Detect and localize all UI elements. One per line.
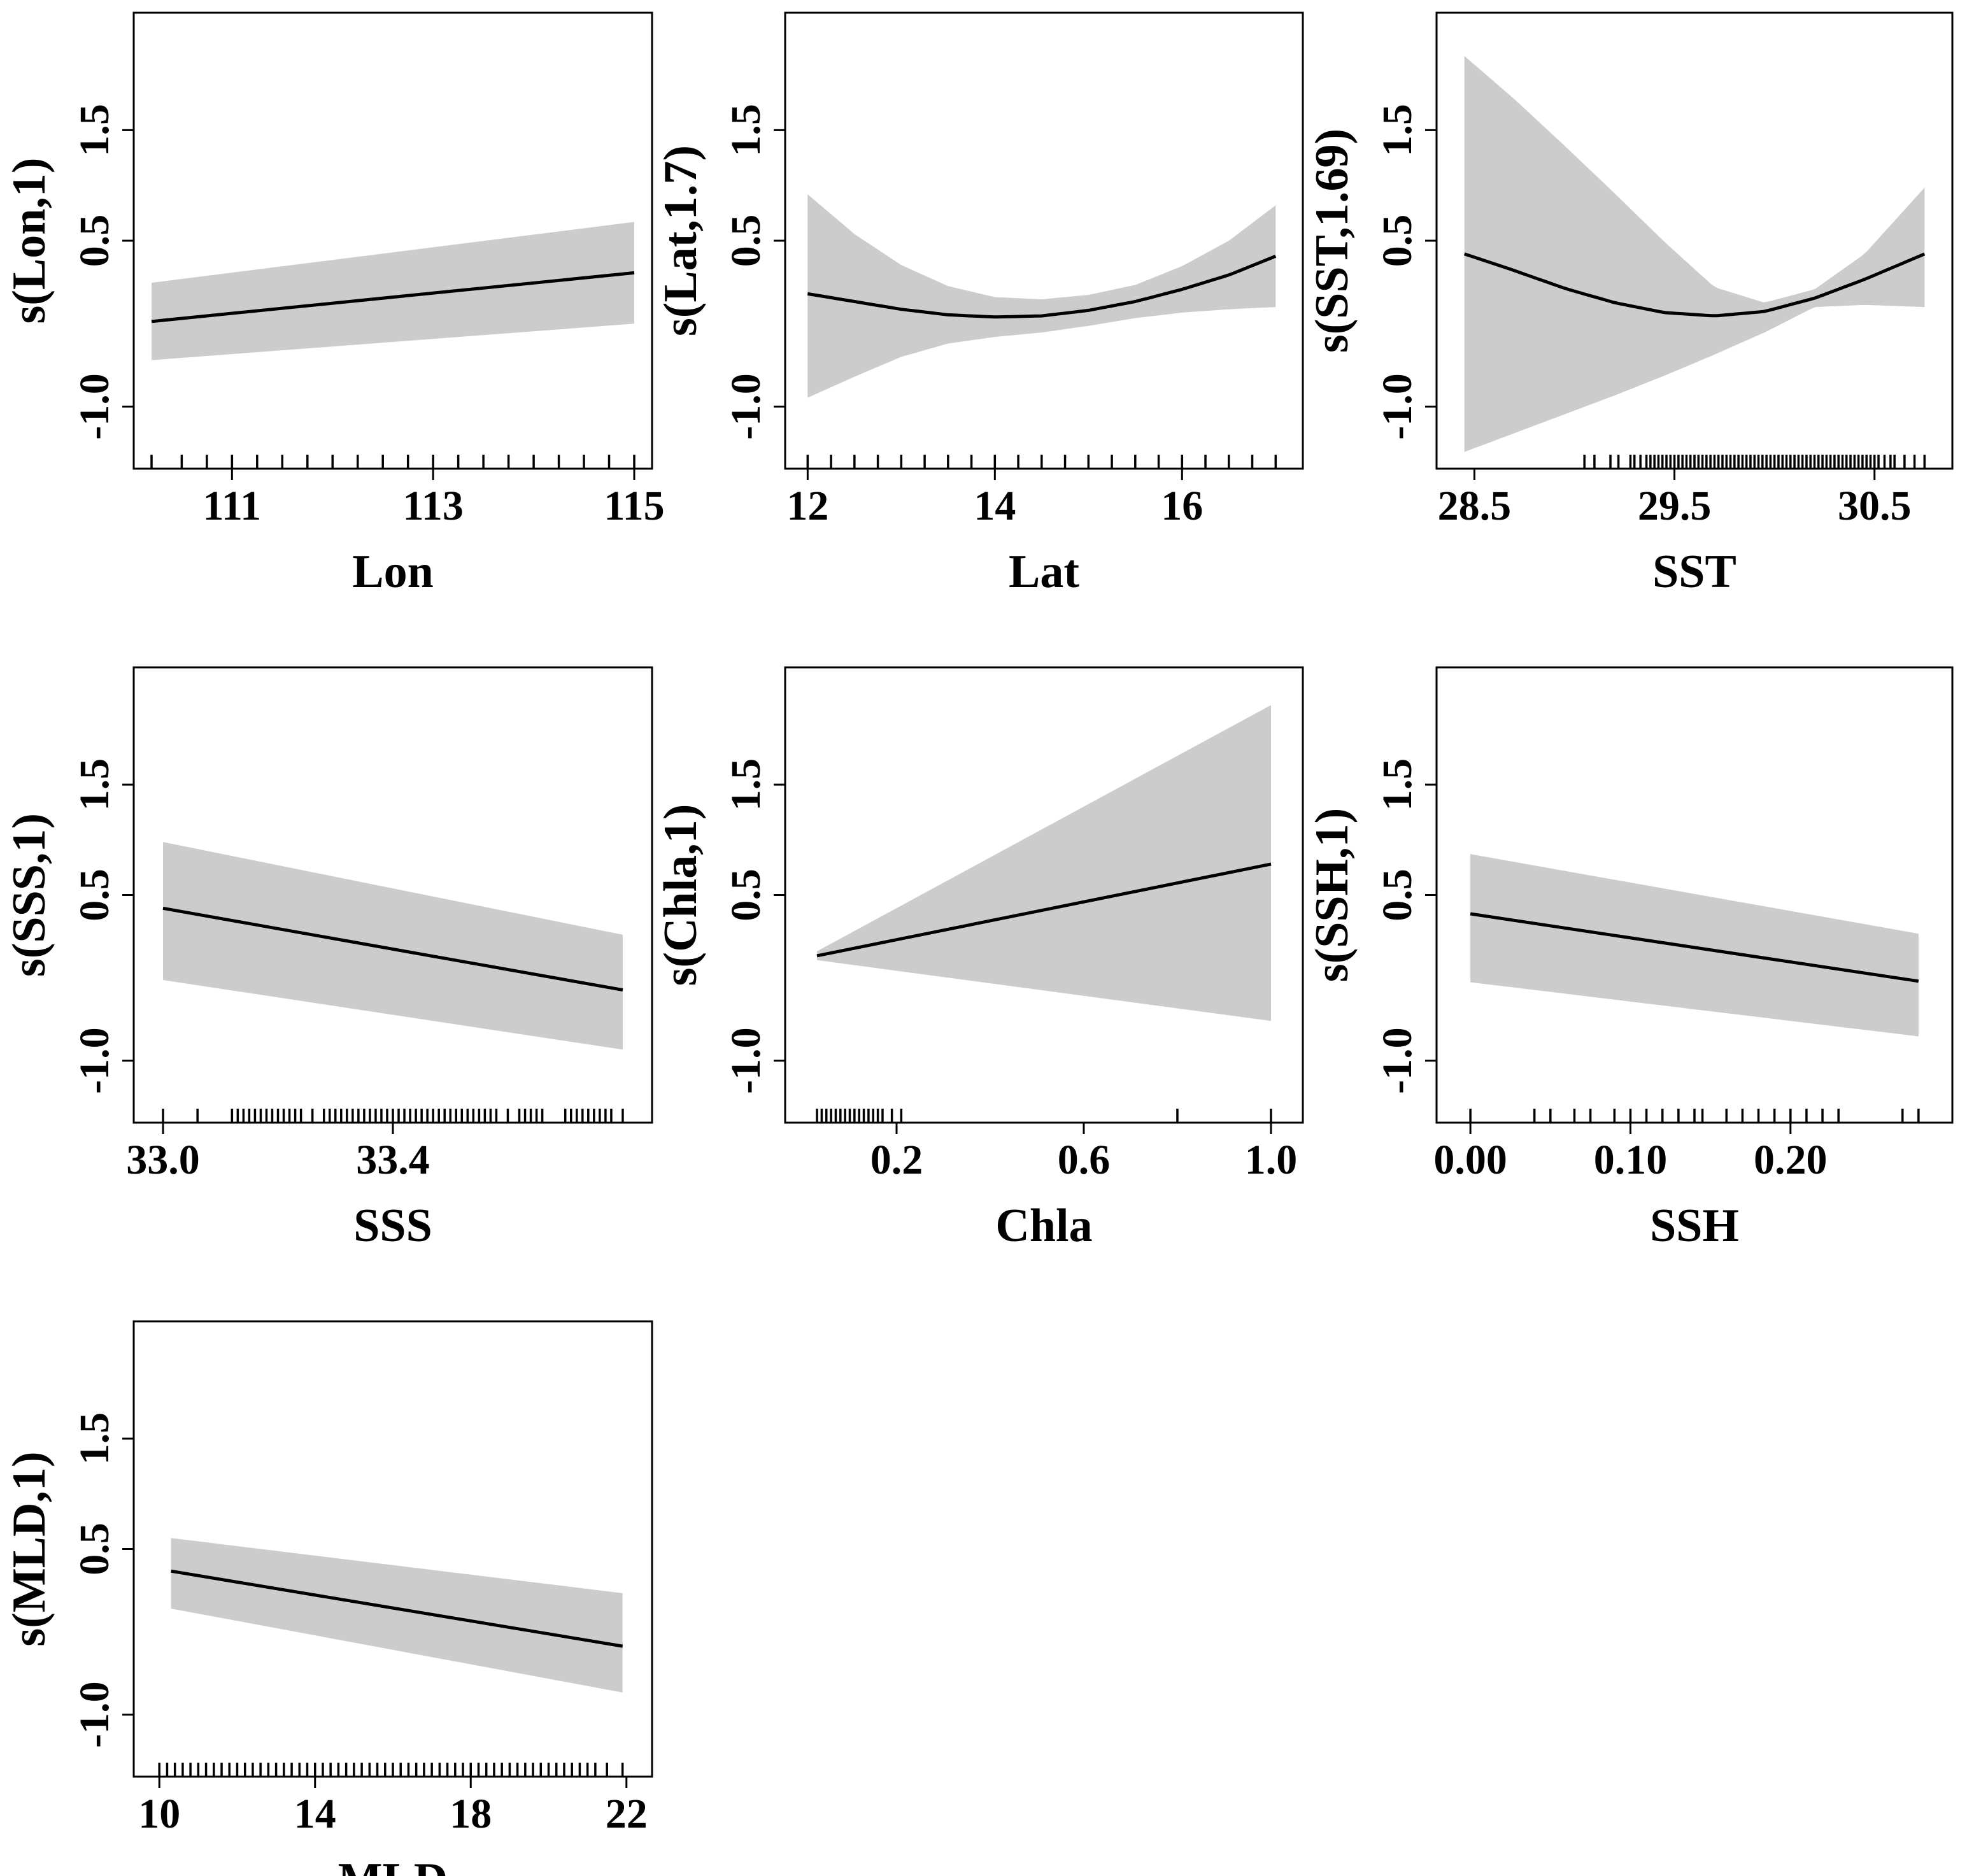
x-tick-label: 0.2 [870, 1137, 923, 1183]
x-tick-label: 0.10 [1594, 1137, 1668, 1183]
y-tick-label: 1.5 [71, 758, 118, 811]
panel-lat: 12 14 16 -1.0 0.5 1.5 Lat s(Lat,1.7) [655, 11, 1304, 598]
y-axis-title: s(Chla,1) [655, 804, 707, 986]
x-axis-title: Lat [1009, 546, 1079, 598]
x-tick-label: 14 [294, 1791, 336, 1837]
panel-mld: 10 14 18 22 -1.0 0.5 1.5 MLD s(MLD,1) [3, 1320, 653, 1876]
x-tick-label: 29.5 [1638, 483, 1712, 529]
y-tick-label: 0.5 [71, 869, 118, 921]
y-tick-label: -1.0 [71, 1681, 118, 1747]
confidence-band [807, 194, 1276, 398]
panel-lon: 111 113 115 -1.0 0.5 1.5 Lon s(Lon,1) [3, 11, 665, 598]
x-axis-title: Lon [352, 546, 434, 598]
x-tick-label: 18 [450, 1791, 492, 1837]
fit-line [1463, 252, 1926, 318]
y-tick-label: -1.0 [71, 1027, 118, 1093]
x-tick-label: 33.4 [356, 1137, 430, 1183]
x-tick-label: 113 [402, 483, 463, 529]
y-tick-label: -1.0 [1374, 373, 1421, 439]
y-tick-label: 0.5 [71, 215, 118, 267]
x-tick-label: 33.0 [126, 1137, 200, 1183]
x-tick-label: 10 [138, 1791, 180, 1837]
fit-line [1470, 912, 1919, 983]
y-tick-label: 0.5 [71, 1523, 118, 1575]
fit-line [816, 862, 1272, 958]
x-axis-title: Chla [995, 1200, 1092, 1252]
y-tick-label: 0.5 [723, 215, 769, 267]
y-tick-label: 1.5 [71, 1412, 118, 1465]
confidence-band [171, 1538, 623, 1693]
confidence-band [817, 705, 1271, 1021]
x-axis-title: MLD [338, 1854, 448, 1876]
y-tick-label: -1.0 [71, 373, 118, 439]
y-axis-title: s(SSS,1) [3, 813, 55, 977]
y-tick-label: 1.5 [71, 104, 118, 157]
y-axis-title: s(Lat,1.7) [655, 145, 707, 336]
y-tick-label: -1.0 [723, 373, 769, 439]
fit-line [807, 254, 1277, 319]
x-tick-label: 30.5 [1838, 483, 1912, 529]
y-tick-label: 1.5 [1374, 758, 1421, 811]
x-tick-label: 14 [974, 483, 1016, 529]
y-tick-label: -1.0 [723, 1027, 769, 1093]
x-axis-title: SSS [353, 1200, 432, 1252]
x-tick-label: 12 [786, 483, 828, 529]
x-tick-label: 111 [202, 483, 261, 529]
y-axis-title: s(MLD,1) [3, 1451, 55, 1646]
x-tick-label: 0.00 [1433, 1137, 1507, 1183]
x-tick-label: 22 [606, 1791, 648, 1837]
fit-line [151, 271, 635, 323]
x-tick-label: 115 [604, 483, 664, 529]
y-tick-label: 0.5 [723, 869, 769, 921]
confidence-band [1464, 55, 1925, 452]
x-tick-label: 0.6 [1058, 1137, 1111, 1183]
panel-chla: 0.2 0.6 1.0 -1.0 0.5 1.5 Chla s(Chla,1) [655, 666, 1304, 1252]
fit-line [162, 906, 623, 992]
x-tick-label: 0.20 [1754, 1137, 1828, 1183]
y-tick-label: 1.5 [723, 758, 769, 811]
y-tick-label: 0.5 [1374, 869, 1421, 921]
y-tick-label: -1.0 [1374, 1027, 1421, 1093]
confidence-band [163, 842, 623, 1050]
x-tick-label: 16 [1161, 483, 1203, 529]
confidence-band [1470, 854, 1919, 1037]
fit-line [171, 1569, 623, 1648]
confidence-band [152, 222, 634, 360]
x-tick-label: 1.0 [1245, 1137, 1298, 1183]
x-axis-title: SSH [1650, 1200, 1739, 1252]
y-axis-title: s(SST,1.69) [1306, 129, 1358, 353]
y-axis-title: s(Lon,1) [3, 157, 55, 323]
y-axis-title: s(SSH,1) [1306, 808, 1358, 982]
panel-ssh: 0.00 0.10 0.20 -1.0 0.5 1.5 SSH s(SSH,1) [1306, 666, 1954, 1252]
x-tick-label: 28.5 [1438, 483, 1512, 529]
y-tick-label: 0.5 [1374, 215, 1421, 267]
x-axis-title: SST [1652, 546, 1736, 598]
panel-sss: 33.0 33.4 -1.0 0.5 1.5 SSS s(SSS,1) [3, 666, 653, 1252]
y-tick-label: 1.5 [723, 104, 769, 157]
y-tick-label: 1.5 [1374, 104, 1421, 157]
panel-sst: 28.5 29.5 30.5 -1.0 0.5 1.5 SST s(SST,1.69) [1306, 11, 1954, 598]
